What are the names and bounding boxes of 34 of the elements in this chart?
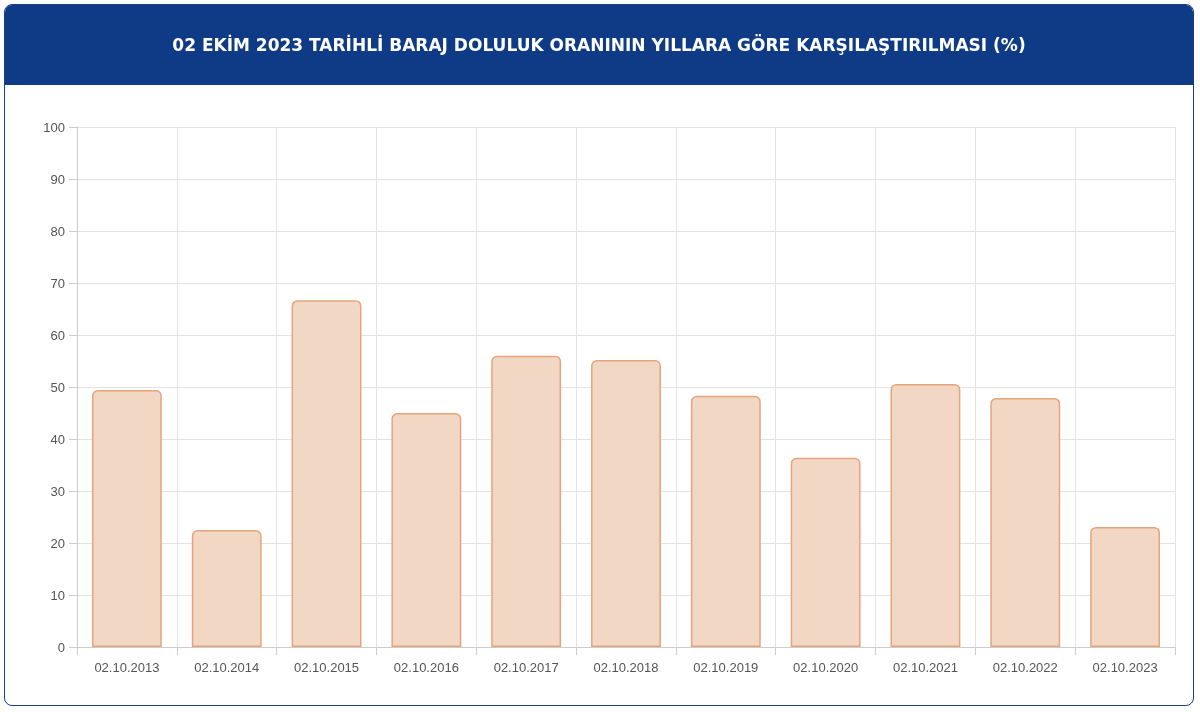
y-tick-label: 0	[57, 639, 65, 655]
y-tick-label: 70	[50, 275, 65, 291]
bar	[790, 457, 861, 647]
chart-title: 02 EKİM 2023 TARİHLİ BARAJ DOLULUK ORANININ YILLARA GÖRE KARŞILAŞTIRILMASI (%)	[5, 5, 1193, 85]
y-tick-label: 80	[50, 223, 65, 239]
x-tick-label: 02.10.2018	[593, 660, 659, 675]
x-tick-label: 02.10.2022	[992, 660, 1058, 675]
y-tick-label: 30	[50, 483, 65, 499]
y-tick-label: 60	[50, 327, 65, 343]
bar	[191, 530, 262, 647]
y-tick-label: 10	[50, 587, 65, 603]
bar	[391, 413, 462, 647]
y-tick-label: 100	[43, 119, 65, 135]
y-tick-label: 20	[50, 535, 65, 551]
x-tick-label: 02.10.2015	[294, 660, 360, 675]
bar	[690, 395, 761, 647]
x-tick-label: 02.10.2017	[493, 660, 559, 675]
bar	[990, 397, 1061, 647]
x-tick-label: 02.10.2019	[693, 660, 759, 675]
y-tick-label: 90	[50, 171, 65, 187]
bar	[890, 383, 961, 647]
bar	[91, 390, 162, 647]
y-tick-label: 40	[50, 431, 65, 447]
bar	[291, 300, 362, 647]
bar	[591, 359, 661, 647]
x-tick-label: 02.10.2023	[1092, 660, 1158, 675]
x-tick-label: 02.10.2020	[793, 660, 859, 675]
bar	[491, 355, 562, 647]
x-tick-label: 02.10.2013	[94, 660, 160, 675]
x-tick-label: 02.10.2014	[194, 660, 260, 675]
bar	[1090, 526, 1161, 647]
y-tick-label: 50	[50, 379, 65, 395]
x-tick-label: 02.10.2021	[892, 660, 958, 675]
x-tick-label: 02.10.2016	[393, 660, 459, 675]
